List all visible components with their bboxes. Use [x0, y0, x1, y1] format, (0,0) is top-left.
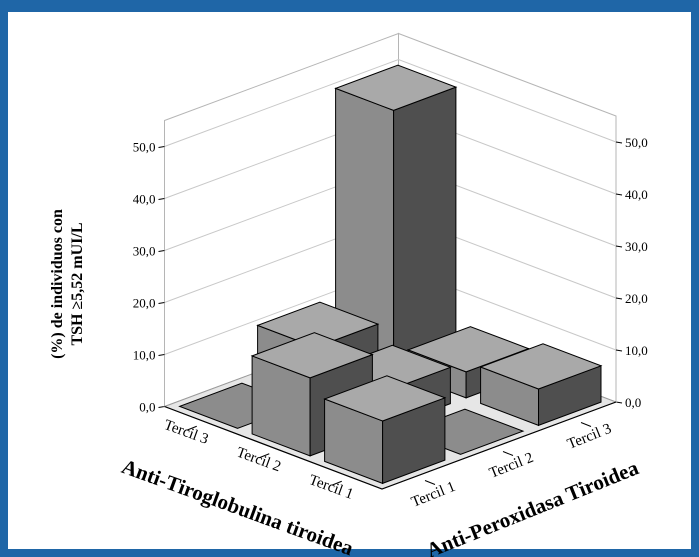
y-tick-left	[158, 302, 165, 304]
y-tick-label-left: 20,0	[133, 296, 156, 311]
bar-face-top	[323, 375, 447, 422]
y-tick-left	[158, 354, 165, 356]
z-tick	[580, 422, 592, 427]
bar-face-top	[479, 343, 603, 390]
bar	[334, 64, 458, 372]
y-tick-right	[615, 349, 623, 352]
y-tick-label-left: 10,0	[133, 348, 156, 363]
y-tick-label-right: 50,0	[625, 135, 648, 150]
y-axis-title: (%) de individuos con TSH ≥5,52 mUI/L	[49, 209, 86, 359]
bar-face-top	[406, 326, 530, 373]
y-tick-left	[158, 406, 165, 408]
y-axis-title-line: (%) de individuos con	[49, 209, 66, 359]
y-tick-right	[615, 245, 623, 248]
x-axis-title: Anti-Tiroglobulina tiroidea	[119, 454, 357, 557]
bar-face-top	[334, 64, 458, 111]
x-tick	[331, 480, 342, 486]
y-tick-right	[615, 193, 623, 196]
y-tick-left	[158, 250, 165, 252]
y-tick-label-right: 0,0	[625, 395, 641, 410]
floor-front-edge	[164, 401, 617, 490]
z-axis-title: Anti-Peroxidasa Tiroidea	[423, 455, 643, 557]
chart-bars	[178, 64, 603, 485]
y-axis-title-line: TSH ≥5,52 mUI/L	[69, 222, 86, 345]
bar-face-right	[393, 86, 457, 372]
y-tick-label-right: 10,0	[625, 343, 648, 358]
y-tick-label-left: 50,0	[133, 140, 156, 155]
y-tick-label-left: 40,0	[133, 192, 156, 207]
bar-face-top	[250, 332, 374, 379]
x-tick	[186, 425, 197, 431]
bar-face-top	[256, 301, 380, 348]
y-tick-label-right: 20,0	[625, 291, 648, 306]
z-tick	[424, 480, 436, 485]
y-tick-right	[615, 401, 623, 404]
y-tick-left	[158, 198, 165, 200]
gridline	[164, 58, 617, 147]
y-tick-label-right: 40,0	[625, 187, 648, 202]
bar	[479, 343, 603, 427]
y-tick-left	[158, 146, 165, 148]
y-tick-right	[615, 141, 623, 144]
y-tick-label-left: 0,0	[139, 400, 155, 415]
x-tick	[259, 453, 270, 459]
y-tick-label-left: 30,0	[133, 244, 156, 259]
y-tick-right	[615, 297, 623, 300]
bar	[323, 375, 447, 485]
z-tick	[502, 451, 514, 456]
y-tick-label-right: 30,0	[625, 239, 648, 254]
